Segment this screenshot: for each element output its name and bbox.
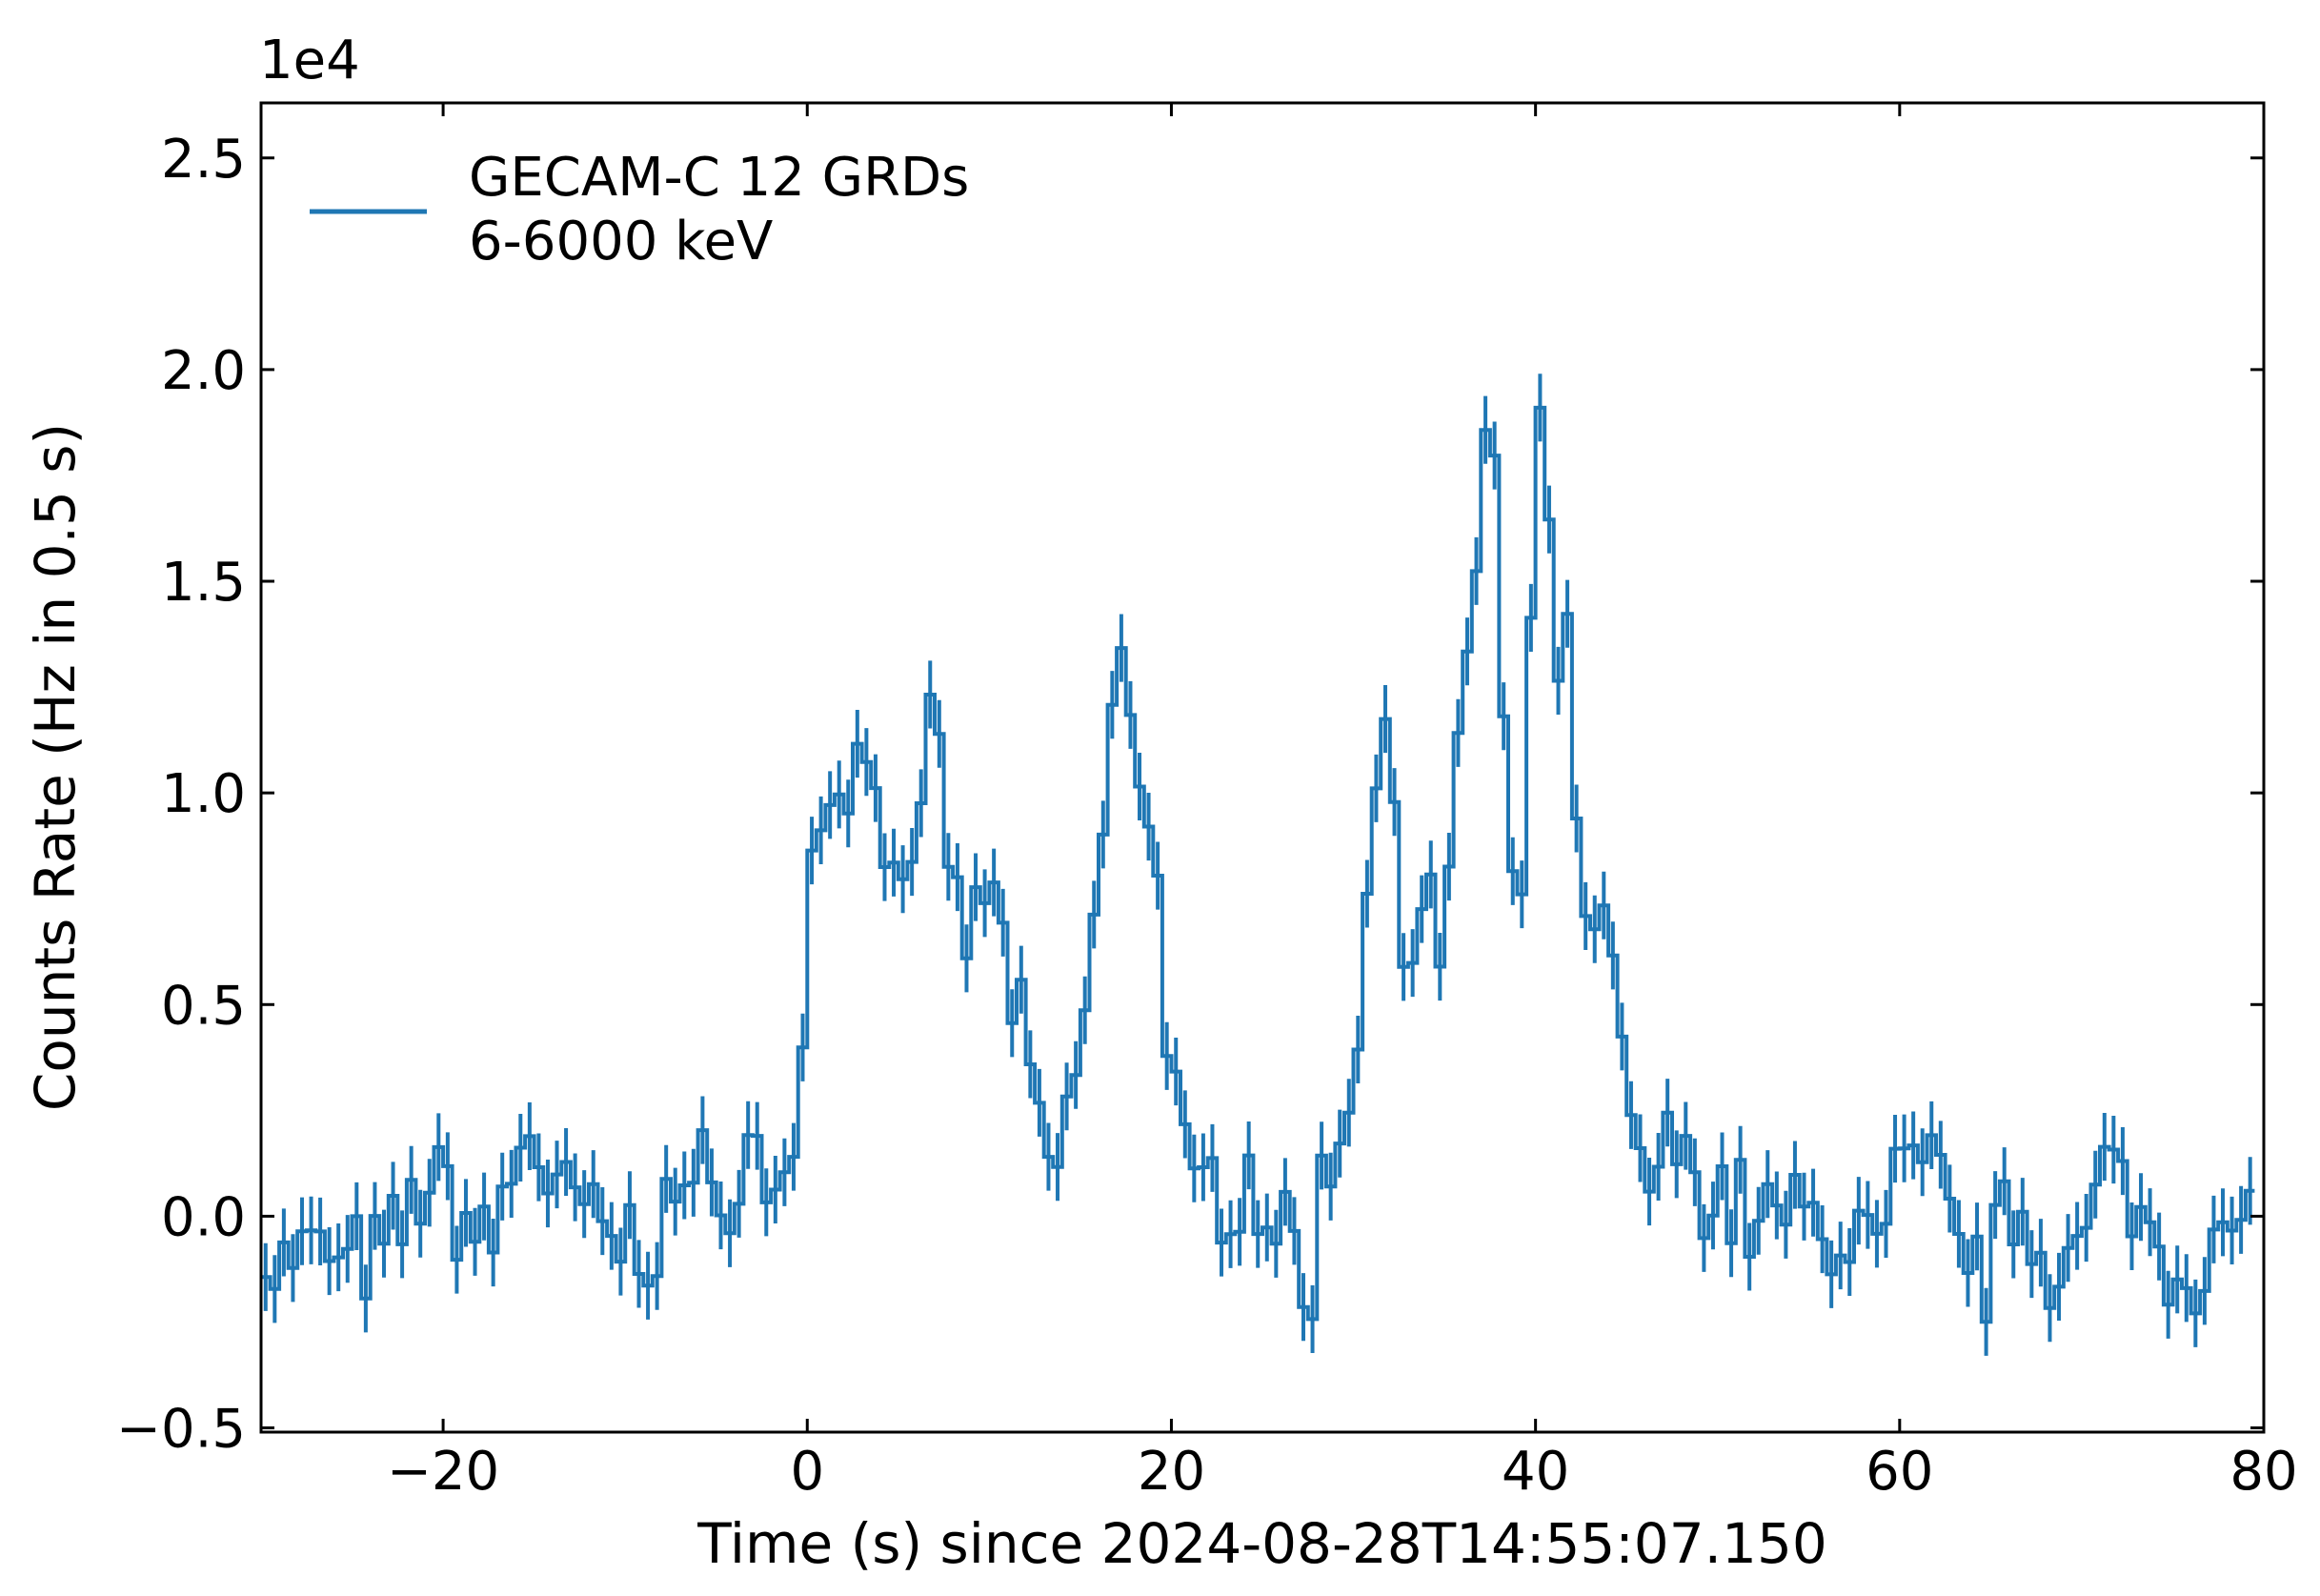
x-axis-label: Time (s) since 2024-08-28T14:55:07.150 [696, 1511, 1827, 1576]
ticks-layer: −20 0 20 40 60 80 −0.5 0.0 0.5 1.0 1.5 2.0 2.5 [116, 103, 2298, 1503]
y-tick-label: 0.5 [161, 975, 246, 1037]
x-tick-label: 80 [2229, 1441, 2297, 1503]
y-tick-label: 1.0 [161, 763, 246, 825]
x-tick-label: 20 [1138, 1441, 1205, 1503]
y-tick-label: 2.5 [161, 129, 246, 191]
x-tick-label: 40 [1502, 1441, 1569, 1503]
y-tick-label: 2.0 [161, 340, 246, 402]
series-step-line [261, 405, 2255, 1324]
x-tick-label: 0 [790, 1441, 824, 1503]
series-layer [261, 374, 2255, 1356]
legend: GECAM-C 12 GRDs 6-6000 keV [310, 147, 969, 273]
y-tick-label: 1.5 [161, 552, 246, 614]
legend-label-line1: GECAM-C 12 GRDs [469, 147, 969, 209]
y-axis-offset-text: 1e4 [259, 30, 360, 91]
x-tick-label: −20 [387, 1441, 499, 1503]
y-tick-label: 0.0 [161, 1186, 246, 1248]
plot-frame [259, 101, 2266, 1434]
y-tick-label: −0.5 [116, 1399, 246, 1461]
x-tick-label: 60 [1866, 1441, 1933, 1503]
legend-label-line2: 6-6000 keV [469, 211, 773, 273]
y-axis-label: Counts Rate (Hz in 0.5 s) [23, 423, 88, 1111]
